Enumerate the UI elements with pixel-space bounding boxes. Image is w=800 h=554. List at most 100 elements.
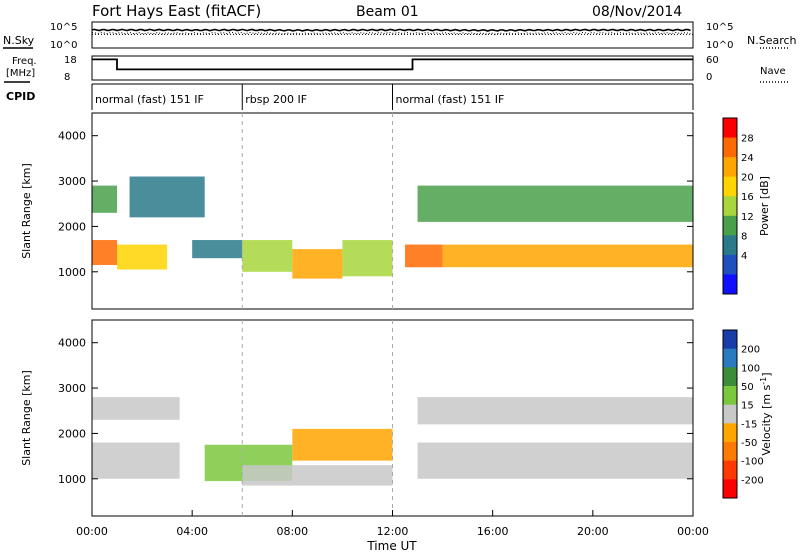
- nave-tick-low: 0: [706, 72, 712, 83]
- colorbar-tick-label: -200: [741, 475, 764, 486]
- colorbar-segment: [723, 118, 737, 139]
- velocity-cbar-label-main: Velocity [m s: [760, 384, 773, 455]
- colorbar-tick-label: 100: [741, 363, 760, 374]
- heatmap-cell: [242, 465, 393, 486]
- colorbar-segment: [723, 479, 737, 499]
- x-tick-label: 04:00: [176, 525, 208, 538]
- heatmap-cell: [92, 240, 118, 265]
- x-tick-label: 12:00: [377, 525, 409, 538]
- colorbar-segment: [723, 348, 737, 368]
- heatmap-cell: [292, 428, 393, 461]
- y-tick-label: 2000: [58, 220, 86, 233]
- colorbar-tick-label: 16: [741, 192, 754, 203]
- power-cbar-frame: [722, 117, 738, 295]
- y-tick-label: 4000: [58, 130, 86, 143]
- colorbar-tick-label: 200: [741, 345, 760, 356]
- noise-tick-high-left: 10^5: [50, 22, 77, 33]
- colorbar-tick-label: 24: [741, 153, 754, 164]
- colorbar-segment: [723, 196, 737, 217]
- colorbar-tick-label: 28: [741, 134, 754, 145]
- colorbar-segment: [723, 330, 737, 350]
- colorbar-segment: [723, 367, 737, 387]
- nave-label: Nave: [760, 66, 786, 77]
- cpid-label: CPID: [6, 90, 35, 103]
- colorbar-tick-label: -50: [741, 438, 757, 449]
- x-tick-label: 00:00: [677, 525, 709, 538]
- xaxis-label: Time UT: [366, 539, 417, 553]
- heatmap-cell: [192, 240, 243, 259]
- nsky-label: N.Sky: [3, 34, 35, 47]
- heatmap-cell: [92, 397, 180, 420]
- beam-label: Beam 01: [356, 4, 419, 20]
- heatmap-cell: [242, 240, 293, 272]
- colorbar-tick-label: -15: [741, 419, 757, 430]
- heatmap-cell: [342, 240, 393, 277]
- freq-tick-high: 18: [64, 55, 77, 66]
- velocity-cbar-label-end: ]: [760, 372, 773, 376]
- colorbar-segment: [723, 176, 737, 197]
- colorbar-segment: [723, 235, 737, 256]
- noise-tick-high-right: 10^5: [706, 22, 733, 33]
- noise-series-0: [91, 28, 691, 32]
- heatmap-cell: [292, 249, 343, 279]
- noise-tick-low-left: 10^0: [50, 40, 77, 51]
- freq-tick-low: 8: [64, 72, 70, 83]
- heatmap-cell: [417, 442, 693, 479]
- colorbar-segment: [723, 460, 737, 480]
- heatmap-cell: [417, 185, 693, 222]
- y-tick-label: 2000: [58, 427, 86, 440]
- heatmap-cell: [405, 244, 443, 268]
- freq-panel-frame: [91, 55, 694, 81]
- velocity-cbar-frame: [722, 329, 738, 499]
- heatmap-cell: [442, 244, 693, 268]
- heatmap-cell: [92, 442, 180, 479]
- y-tick-label: 4000: [58, 337, 86, 350]
- colorbar-segment: [723, 386, 737, 406]
- heatmap-cell: [92, 185, 118, 213]
- freq-series-0: [92, 58, 693, 71]
- colorbar-segment: [723, 157, 737, 178]
- freq-unit-label: [MHz]: [6, 68, 35, 79]
- y-tick-label: 3000: [58, 382, 86, 395]
- colorbar-tick-label: 4: [741, 251, 747, 262]
- power-ylabel: Slant Range [km]: [20, 163, 33, 259]
- x-tick-label: 16:00: [477, 525, 509, 538]
- velocity-cbar-label: Velocity [m s-1]: [759, 372, 773, 455]
- x-tick-label: 00:00: [76, 525, 108, 538]
- velocity-ylabel: Slant Range [km]: [20, 370, 33, 466]
- colorbar-segment: [723, 215, 737, 236]
- nsearch-label: N.Search: [747, 34, 797, 47]
- colorbar-segment: [723, 423, 737, 443]
- heatmap-cell: [117, 244, 168, 270]
- cpid-segment-label: rbsp 200 IF: [245, 93, 307, 106]
- freq-label: Freq.: [12, 56, 37, 67]
- velocity-cbar-label-sup: -1: [759, 377, 768, 385]
- power-cbar-label: Power [dB]: [758, 176, 771, 236]
- colorbar-tick-label: 8: [741, 231, 747, 242]
- colorbar-tick-label: 15: [741, 401, 754, 412]
- heatmap-cell: [417, 397, 693, 425]
- colorbar-segment: [723, 137, 737, 158]
- noise-series-1: [91, 31, 691, 35]
- y-tick-label: 3000: [58, 175, 86, 188]
- colorbar-tick-label: 50: [741, 382, 754, 393]
- figure-title: Fort Hays East (fitACF): [92, 2, 261, 20]
- noise-tick-low-right: 10^0: [706, 40, 733, 51]
- noise-panel-frame: [91, 21, 694, 49]
- colorbar-segment: [723, 254, 737, 275]
- cpid-segment-label: normal (fast) 151 IF: [95, 93, 204, 106]
- x-tick-label: 08:00: [276, 525, 308, 538]
- nave-tick-high: 60: [706, 55, 719, 66]
- colorbar-segment: [723, 404, 737, 424]
- y-tick-label: 1000: [58, 266, 86, 279]
- colorbar-segment: [723, 442, 737, 462]
- colorbar-tick-label: -100: [741, 457, 764, 468]
- heatmap-cell: [129, 176, 205, 218]
- y-tick-label: 1000: [58, 473, 86, 486]
- cpid-segment-label: normal (fast) 151 IF: [396, 93, 505, 106]
- colorbar-segment: [723, 274, 737, 295]
- date-label: 08/Nov/2014: [592, 4, 682, 20]
- x-tick-label: 20:00: [577, 525, 609, 538]
- colorbar-tick-label: 12: [741, 212, 754, 223]
